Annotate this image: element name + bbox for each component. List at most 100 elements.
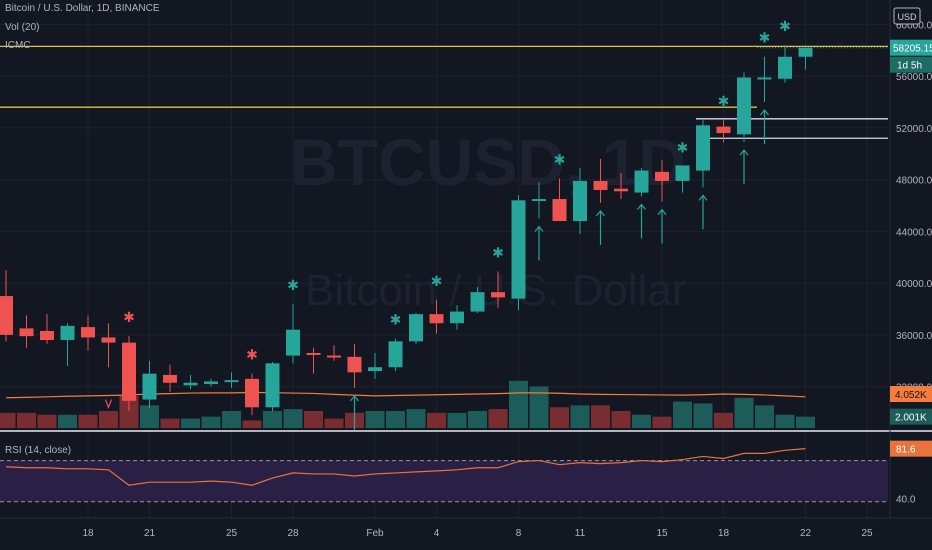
volume-bar (468, 411, 487, 428)
volume-bar (140, 405, 159, 428)
symbol-legend[interactable]: Bitcoin / U.S. Dollar, 1D, BINANCE (5, 3, 160, 14)
volume-bar (263, 411, 282, 428)
candle-body (163, 374, 177, 383)
time-tick-label: 18 (718, 528, 730, 539)
horizontal-levels (0, 45, 888, 139)
price-tick-label: 36000.00 (896, 331, 932, 342)
volume-bar (734, 397, 754, 428)
candle-body (265, 363, 280, 408)
volume-bar (447, 412, 467, 428)
signal-asterisk: ✱ (779, 18, 791, 34)
volume-bar (324, 418, 344, 428)
volume-bar (365, 411, 385, 428)
candle-body (696, 125, 710, 171)
buy-arrow-head (760, 109, 769, 116)
volume-bar (17, 412, 36, 428)
candle-body (737, 77, 751, 135)
volume-bar (37, 414, 57, 428)
time-tick-label: 25 (861, 528, 873, 539)
buy-arrow-head (596, 209, 605, 217)
rsi-value-badge (890, 440, 932, 457)
buy-arrow-head (350, 394, 359, 402)
rsi-legend[interactable]: RSI (14, close) (5, 445, 72, 456)
signal-asterisk: ✱ (554, 151, 566, 167)
candle-body (142, 373, 157, 400)
currency-label: USD (897, 12, 917, 22)
price-tick-label: 52000.00 (896, 124, 932, 135)
signal-asterisk: ✱ (123, 309, 135, 325)
candle-body (778, 56, 792, 79)
volume-bar (591, 405, 610, 428)
candle-body (368, 367, 382, 372)
time-tick-label: Feb (366, 528, 384, 539)
candle-body (491, 292, 505, 298)
volume-bar (570, 405, 590, 428)
candle-body (429, 314, 444, 324)
volume-bar (181, 418, 200, 428)
volume-bar (529, 386, 549, 428)
candle-body (388, 341, 403, 368)
countdown-label: 1d 5h (897, 61, 922, 72)
price-axis: 32000.0036000.0040000.0044000.0048000.00… (890, 7, 932, 506)
volume-bar (78, 414, 98, 428)
candle-body (306, 352, 321, 355)
rsi-line (5, 448, 806, 486)
buy-arrow-head (739, 149, 749, 156)
watermark-ticker: BTCUSD, 1D (290, 125, 686, 199)
candle-body (675, 165, 690, 181)
buy-arrow-head (534, 225, 544, 232)
candle-body (757, 77, 772, 80)
chart-grid (0, 0, 932, 519)
rsi-level-label: 40.0 (896, 495, 916, 506)
countdown-badge (890, 56, 932, 73)
rsi-value-label: 81.6 (896, 445, 916, 456)
candle-body (224, 380, 239, 383)
volume-bar (406, 409, 426, 428)
volume-bar (222, 411, 241, 428)
icmc-legend[interactable]: ICMC (5, 40, 31, 51)
signal-asterisk: ✱ (246, 347, 258, 363)
signal-asterisk: ✱ (677, 140, 689, 156)
volume-bar (201, 416, 221, 428)
volume-bar (160, 418, 180, 428)
volume-moving-average (5, 391, 806, 399)
volume-bar (0, 412, 16, 428)
volume-bar (693, 403, 713, 428)
volume-bar (550, 407, 569, 428)
candle-body (634, 170, 649, 193)
candlestick-series (0, 45, 813, 416)
volume-label: 2.001K (895, 413, 927, 424)
candle-body (122, 342, 136, 401)
candle-body (470, 292, 485, 312)
time-axis: 18 21 25 28 Feb 4 8 11 15 18 22 25 (82, 528, 873, 539)
price-tick-label: 48000.00 (896, 176, 932, 187)
signal-asterisk: ✱ (718, 93, 730, 109)
volume-bar (427, 412, 446, 428)
time-tick-label: 25 (226, 528, 238, 539)
time-tick-label: 11 (575, 528, 586, 539)
currency-badge (893, 7, 921, 25)
sell-arrow (104, 399, 113, 409)
time-tick-label: 8 (516, 528, 522, 539)
buy-arrow-head (657, 208, 667, 215)
volume-bar (775, 414, 795, 428)
candle-body (347, 356, 362, 373)
price-tick-label: 40000.00 (896, 279, 932, 290)
volume-bar (755, 405, 774, 428)
price-tick-label: 44000.00 (896, 227, 932, 238)
volume-ma-line (5, 391, 806, 399)
volume-bar (632, 414, 651, 428)
volume-bar (283, 409, 303, 428)
volume-ma-label: 4.052K (895, 390, 927, 401)
time-tick-label: 22 (800, 528, 812, 539)
volume-bar (386, 411, 405, 428)
volume-legend[interactable]: Vol (20) (5, 22, 40, 33)
signal-asterisk: ✱ (759, 30, 771, 46)
volume-bar (611, 411, 631, 428)
candle-body (19, 328, 34, 337)
candle-body (204, 381, 218, 385)
buy-arrow-head (637, 203, 646, 210)
price-tick-label: 56000.00 (896, 72, 932, 83)
volume-bar (304, 411, 323, 428)
